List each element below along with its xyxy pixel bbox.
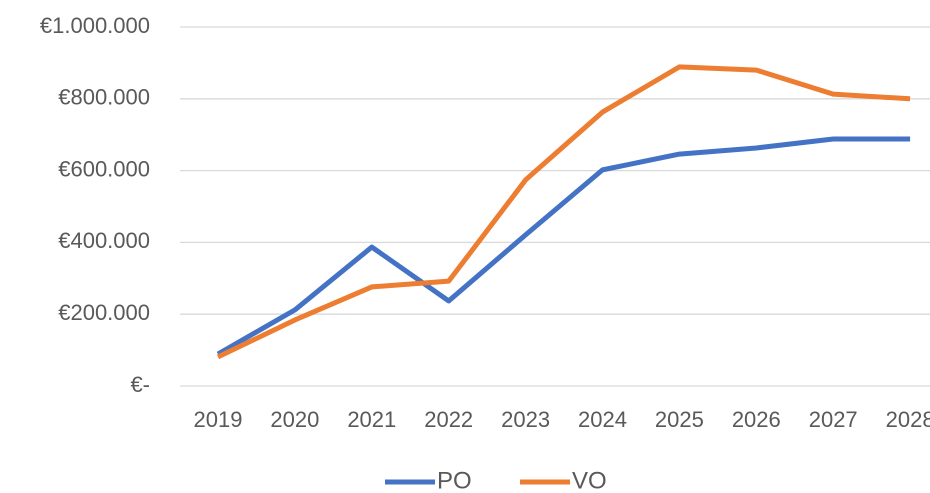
y-tick-label: €1.000.000 (40, 13, 150, 38)
y-tick-label: €800.000 (58, 85, 150, 110)
y-tick-label: €600.000 (58, 156, 150, 181)
x-tick-label: 2024 (578, 407, 627, 432)
x-tick-label: 2028 (886, 407, 930, 432)
y-tick-label: €200.000 (58, 300, 150, 325)
x-tick-label: 2026 (732, 407, 781, 432)
series-line (216, 136, 911, 357)
x-tick-label: 2022 (424, 407, 473, 432)
y-tick-label: €- (130, 372, 150, 397)
x-tick-label: 2027 (809, 407, 858, 432)
series-line (216, 64, 911, 360)
x-tick-label: 2021 (347, 407, 396, 432)
x-tick-label: 2025 (655, 407, 704, 432)
legend-label: VO (572, 467, 607, 493)
x-tick-label: 2020 (270, 407, 319, 432)
y-tick-label: €400.000 (58, 228, 150, 253)
legend-label: PO (437, 467, 472, 493)
x-tick-label: 2019 (194, 407, 243, 432)
x-tick-label: 2023 (501, 407, 550, 432)
